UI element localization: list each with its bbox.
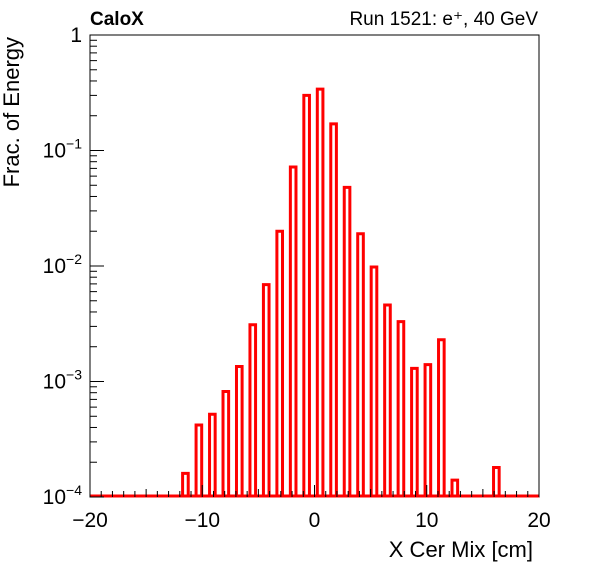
histogram-bin-10 [315, 87, 325, 496]
histogram-bin-18 [423, 363, 433, 496]
x-tick-label: 10 [415, 509, 438, 532]
histogram-bin-16 [396, 320, 406, 496]
y-tick-label: 10−1 [43, 136, 83, 163]
histogram-bin-13 [356, 232, 365, 496]
x-axis-ticks: −20 −10 0 10 20 [72, 485, 551, 532]
x-tick-label: −20 [72, 509, 108, 532]
y-tick-label: 10−3 [43, 367, 83, 394]
y-axis-label: Frac. of Energy [0, 37, 24, 187]
histogram-bin-8 [288, 165, 298, 496]
x-tick-label: −10 [184, 509, 220, 532]
y-tick-label: 10−2 [43, 251, 83, 278]
plot-frame [89, 34, 540, 498]
histogram-bin-7 [275, 229, 285, 496]
histogram-bin-2 [208, 412, 217, 496]
histogram-bin-19 [437, 338, 446, 496]
run-info-label: Run 1521: e⁺, 40 GeV [349, 9, 538, 30]
histogram-bin-15 [383, 303, 392, 496]
histogram-bin-12 [342, 185, 352, 496]
histogram-bin-21 [492, 466, 501, 496]
histogram-bin-6 [261, 283, 271, 496]
y-tick-label: 1 [70, 24, 82, 47]
x-axis-label: X Cer Mix [cm] [389, 537, 533, 562]
histogram-bin-11 [329, 122, 338, 496]
histogram-bin-1 [194, 423, 204, 496]
histogram-bin-14 [369, 265, 379, 496]
y-axis-ticks: 1 10−1 10−2 10−3 10−4 [43, 24, 104, 509]
x-tick-label: 0 [309, 509, 321, 532]
histogram-bin-4 [234, 364, 244, 496]
experiment-label: CaloX [90, 9, 144, 30]
histogram-bin-9 [302, 93, 311, 496]
histogram-bin-3 [221, 389, 231, 496]
y-tick-label: 10−4 [43, 482, 83, 509]
histogram-bin-17 [410, 366, 419, 496]
histogram-bars [90, 87, 539, 498]
histogram-bin-0 [181, 471, 190, 496]
histogram-bin-20 [450, 478, 460, 496]
x-tick-label: 20 [527, 509, 550, 532]
histogram-bin-5 [248, 323, 258, 496]
